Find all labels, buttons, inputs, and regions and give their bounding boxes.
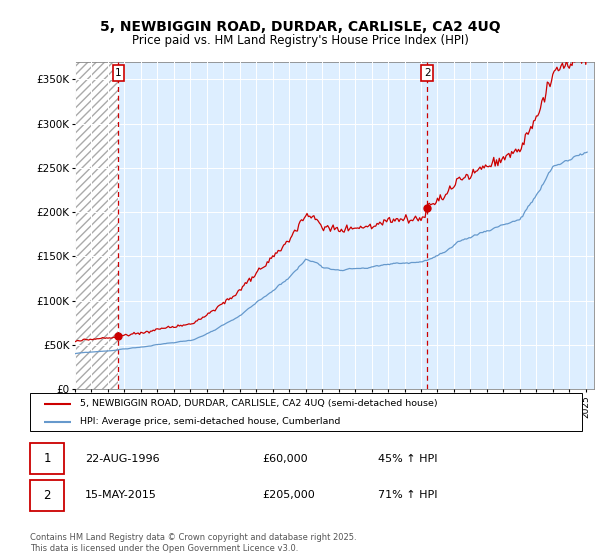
Bar (75, 62, 118, 389)
Text: 1: 1 (115, 68, 122, 78)
Text: 15-MAY-2015: 15-MAY-2015 (85, 491, 157, 501)
Text: 22-AUG-1996: 22-AUG-1996 (85, 454, 160, 464)
Bar (75, 62, 118, 389)
Text: £60,000: £60,000 (262, 454, 307, 464)
Text: HPI: Average price, semi-detached house, Cumberland: HPI: Average price, semi-detached house,… (80, 417, 340, 426)
Text: 5, NEWBIGGIN ROAD, DURDAR, CARLISLE, CA2 4UQ: 5, NEWBIGGIN ROAD, DURDAR, CARLISLE, CA2… (100, 20, 500, 34)
Text: 2: 2 (43, 489, 51, 502)
Text: 2: 2 (424, 68, 430, 78)
FancyBboxPatch shape (30, 393, 582, 431)
FancyBboxPatch shape (30, 444, 64, 474)
Text: £205,000: £205,000 (262, 491, 314, 501)
Text: Price paid vs. HM Land Registry's House Price Index (HPI): Price paid vs. HM Land Registry's House … (131, 34, 469, 46)
Text: 71% ↑ HPI: 71% ↑ HPI (378, 491, 437, 501)
Text: 45% ↑ HPI: 45% ↑ HPI (378, 454, 437, 464)
Text: Contains HM Land Registry data © Crown copyright and database right 2025.
This d: Contains HM Land Registry data © Crown c… (30, 533, 356, 553)
FancyBboxPatch shape (30, 480, 64, 511)
Text: 5, NEWBIGGIN ROAD, DURDAR, CARLISLE, CA2 4UQ (semi-detached house): 5, NEWBIGGIN ROAD, DURDAR, CARLISLE, CA2… (80, 399, 437, 408)
Text: 1: 1 (43, 452, 51, 465)
